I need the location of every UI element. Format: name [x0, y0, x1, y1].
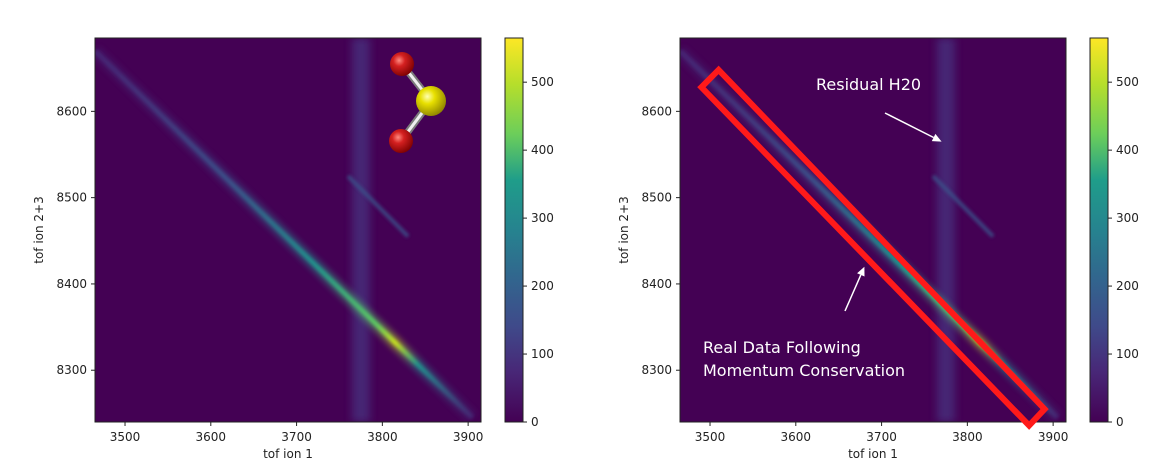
y-axis-label: tof ion 2+3	[32, 196, 46, 264]
secondary-diagonal	[931, 174, 995, 238]
axes-frame	[679, 37, 1067, 423]
colorbar-tick-label: 0	[1116, 415, 1124, 429]
colorbar	[504, 37, 524, 423]
annotation-arrow	[884, 112, 942, 142]
colorbar-tick-label: 200	[531, 279, 554, 293]
annotation-residual-h20: Residual H20	[816, 75, 921, 94]
x-axis-label: tof ion 1	[848, 447, 898, 461]
x-tick-label: 3600	[196, 430, 227, 444]
x-tick-label: 3700	[281, 430, 312, 444]
x-tick-label: 3700	[866, 430, 897, 444]
colorbar-tick-label: 400	[531, 143, 554, 157]
main-diagonal	[95, 49, 475, 420]
colorbar-tick-label: 100	[531, 347, 554, 361]
highlight-box	[697, 65, 1049, 430]
colorbar-tick-label: 0	[531, 415, 539, 429]
vertical-band	[351, 38, 370, 422]
colorbar-tick-label: 500	[531, 75, 554, 89]
y-tick-label: 8600	[56, 104, 87, 118]
so2-molecule-icon	[389, 52, 446, 153]
colorbar-tick-label: 300	[1116, 211, 1139, 225]
y-tick-label: 8400	[56, 277, 87, 291]
annotation-momentum-line: Momentum Conservation	[703, 361, 905, 380]
x-tick-label: 3500	[110, 430, 141, 444]
x-tick-label: 3600	[781, 430, 812, 444]
colorbar-tick-label: 500	[1116, 75, 1139, 89]
vertical-band	[936, 38, 955, 422]
x-tick-label: 3800	[367, 430, 398, 444]
colorbar-tick-label: 300	[531, 211, 554, 225]
annotation-momentum-line: Real Data Following	[703, 338, 861, 357]
colorbar	[1089, 37, 1109, 423]
heatmap-panel-2: 3500 3600 3700 3800 3900 8300 8400 8500 8600 tof …	[617, 37, 1139, 461]
y-tick-label: 8500	[56, 191, 87, 205]
oxygen-atom	[390, 52, 414, 76]
y-tick-label: 8300	[56, 363, 87, 377]
oxygen-atom	[389, 129, 413, 153]
y-tick-label: 8500	[641, 191, 672, 205]
y-tick-label: 8400	[641, 277, 672, 291]
x-tick-label: 3800	[952, 430, 983, 444]
colorbar-tick-label: 200	[1116, 279, 1139, 293]
x-tick-label: 3900	[453, 430, 484, 444]
colorbar-tick-label: 100	[1116, 347, 1139, 361]
y-axis-label: tof ion 2+3	[617, 196, 631, 264]
axes-frame	[94, 37, 482, 423]
sulfur-atom	[416, 86, 446, 116]
x-tick-label: 3500	[695, 430, 726, 444]
heatmap-panel-1: 3500 3600 3700 3800 3900 8300 8400 8500 8600 tof …	[32, 37, 554, 461]
secondary-diagonal	[346, 174, 410, 238]
y-tick-label: 8600	[641, 104, 672, 118]
x-axis-label: tof ion 1	[263, 447, 313, 461]
colorbar-tick-label: 400	[1116, 143, 1139, 157]
y-tick-label: 8300	[641, 363, 672, 377]
x-tick-label: 3900	[1038, 430, 1069, 444]
annotation-arrow	[844, 266, 865, 312]
